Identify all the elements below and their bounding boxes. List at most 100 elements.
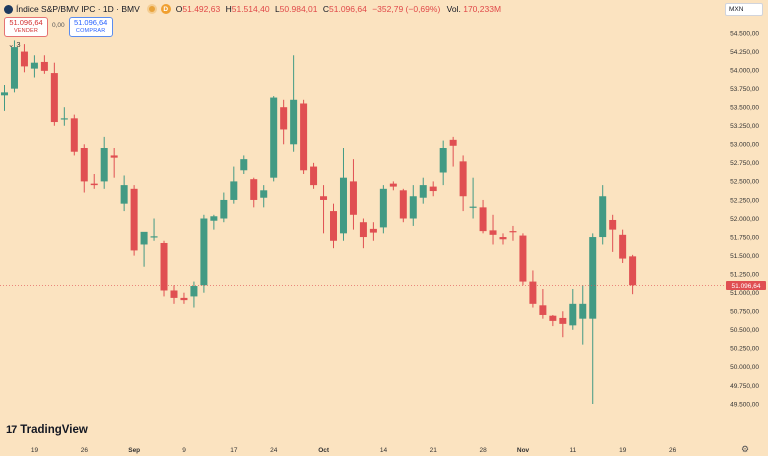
- candle[interactable]: [230, 166, 238, 204]
- market-status-indicator[interactable]: [148, 6, 155, 12]
- candle[interactable]: [479, 199, 487, 234]
- candle[interactable]: [399, 188, 407, 223]
- candle[interactable]: [389, 181, 397, 191]
- candle[interactable]: [330, 203, 338, 249]
- candle[interactable]: [170, 285, 178, 304]
- candle[interactable]: [469, 177, 477, 219]
- candle[interactable]: [300, 99, 308, 174]
- candle[interactable]: [349, 159, 357, 230]
- candle[interactable]: [80, 144, 88, 193]
- candle[interactable]: [619, 229, 627, 264]
- candle[interactable]: [20, 44, 28, 73]
- candle[interactable]: [339, 148, 347, 241]
- candle[interactable]: [539, 288, 547, 319]
- data-badge[interactable]: D: [160, 4, 171, 14]
- candle[interactable]: [449, 136, 457, 167]
- candle[interactable]: [90, 173, 98, 189]
- candle[interactable]: [519, 233, 527, 286]
- candle[interactable]: [609, 214, 617, 252]
- candle-body: [260, 190, 268, 198]
- time-axis[interactable]: 19 26 Sep 9 17 24 Oct 14 21 28 Nov 11 19 26: [31, 447, 677, 454]
- candle[interactable]: [599, 185, 607, 245]
- candle[interactable]: [529, 270, 537, 308]
- candle[interactable]: [200, 214, 208, 293]
- candle[interactable]: [429, 181, 437, 197]
- candle[interactable]: [509, 225, 517, 241]
- currency-selector[interactable]: MXN: [725, 3, 763, 16]
- candle-body: [599, 196, 607, 238]
- sell-button[interactable]: 51.096,64 VENDER: [4, 17, 48, 37]
- candle[interactable]: [100, 136, 108, 189]
- candle[interactable]: [459, 155, 467, 212]
- candle[interactable]: [250, 177, 258, 208]
- candle-body: [220, 199, 228, 219]
- candle-body: [369, 228, 377, 233]
- buy-button[interactable]: 51.096,64 COMPRAR: [68, 17, 113, 37]
- candle[interactable]: [270, 96, 278, 182]
- candle-body: [330, 211, 338, 241]
- candle-body: [270, 97, 278, 178]
- candle[interactable]: [130, 185, 138, 256]
- candle[interactable]: [629, 254, 637, 295]
- candle[interactable]: [50, 62, 58, 126]
- indicators-collapse-button[interactable]: ⌄ 3: [8, 40, 21, 49]
- candle-body: [80, 148, 88, 182]
- candle[interactable]: [290, 55, 298, 152]
- candle[interactable]: [439, 140, 447, 186]
- candle-body: [629, 256, 637, 286]
- candle[interactable]: [280, 99, 288, 145]
- candle[interactable]: [220, 192, 228, 223]
- chart-header: Índice S&P/BMV IPC · 1D · BMV D O51.492,…: [4, 3, 504, 15]
- candle[interactable]: [260, 185, 268, 208]
- candle-body: [320, 196, 328, 200]
- candle[interactable]: [419, 177, 427, 204]
- candle[interactable]: [70, 114, 78, 156]
- time-tick-label: 17: [230, 447, 238, 454]
- candle[interactable]: [320, 185, 328, 234]
- candle[interactable]: [110, 148, 118, 178]
- price-tick-label: 51.500,00: [730, 253, 759, 260]
- svg-text:51.096,64: 51.096,64: [732, 283, 761, 290]
- candle[interactable]: [559, 311, 567, 338]
- candle[interactable]: [10, 40, 18, 93]
- candle-body: [379, 188, 387, 228]
- candle[interactable]: [549, 314, 557, 327]
- candle-body: [290, 99, 298, 145]
- price-tick-label: 50.000,00: [730, 364, 759, 371]
- candle-body: [240, 159, 248, 171]
- candle[interactable]: [240, 155, 248, 174]
- candle[interactable]: [310, 162, 318, 189]
- candle[interactable]: [30, 55, 38, 78]
- candle[interactable]: [210, 214, 218, 230]
- candle[interactable]: [150, 218, 158, 241]
- candle[interactable]: [579, 285, 587, 345]
- symbol-logo[interactable]: [4, 4, 13, 14]
- candle[interactable]: [369, 222, 377, 241]
- buy-price: 51.096,64: [73, 18, 108, 27]
- candle[interactable]: [499, 233, 507, 245]
- candle-body: [579, 303, 587, 319]
- symbol-title[interactable]: Índice S&P/BMV IPC · 1D · BMV: [16, 4, 140, 14]
- candle[interactable]: [359, 218, 367, 249]
- gear-icon[interactable]: ⚙: [741, 444, 750, 454]
- candle[interactable]: [489, 214, 497, 245]
- candle[interactable]: [589, 233, 597, 404]
- candle[interactable]: [180, 292, 188, 304]
- candle[interactable]: [569, 288, 577, 330]
- candle[interactable]: [120, 175, 128, 212]
- ohlc-values: O51.492,63 H51.514,40 L50.984,01 C51.096…: [175, 4, 502, 14]
- candle[interactable]: [140, 231, 148, 267]
- candle[interactable]: [379, 185, 387, 234]
- candle[interactable]: [40, 55, 48, 74]
- candles[interactable]: [1, 40, 637, 404]
- price-axis[interactable]: 49.500,00 49.750,00 50.000,00 50.250,00 50.5…: [730, 30, 759, 408]
- candle-body: [489, 230, 497, 235]
- candle[interactable]: [1, 84, 8, 111]
- candle[interactable]: [409, 185, 417, 226]
- candle[interactable]: [190, 281, 198, 308]
- tradingview-logo[interactable]: 17 TradingView: [6, 424, 88, 436]
- candle[interactable]: [160, 240, 168, 297]
- sell-label: VENDER: [13, 28, 39, 34]
- candle[interactable]: [60, 107, 68, 126]
